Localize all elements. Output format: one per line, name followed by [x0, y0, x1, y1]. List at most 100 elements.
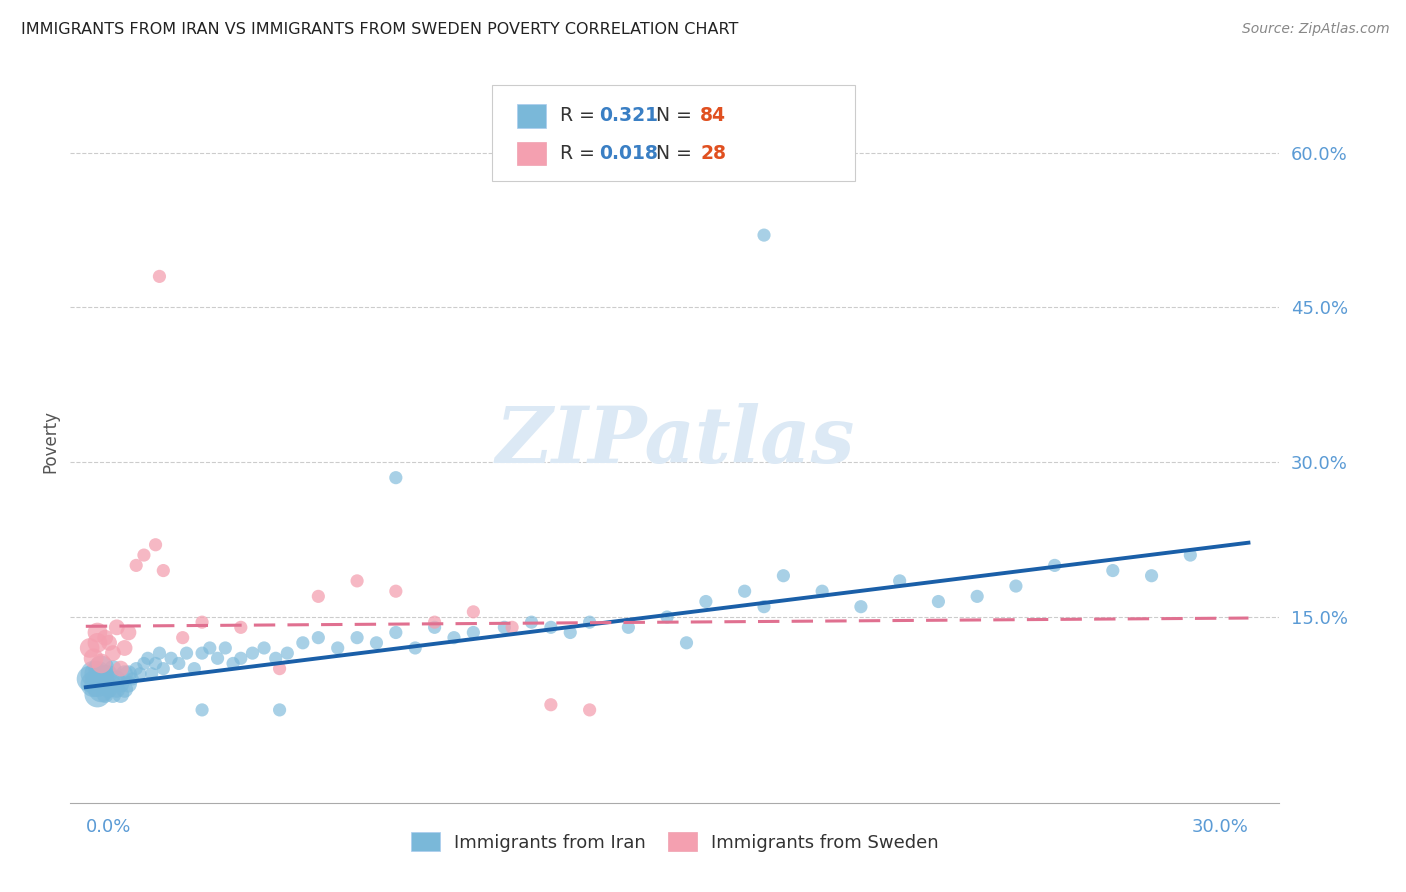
- Point: [117, 666, 139, 681]
- Point: [423, 620, 446, 634]
- Point: [94, 666, 117, 681]
- Point: [1140, 568, 1163, 582]
- Point: [90, 682, 112, 697]
- Text: IMMIGRANTS FROM IRAN VS IMMIGRANTS FROM SWEDEN POVERTY CORRELATION CHART: IMMIGRANTS FROM IRAN VS IMMIGRANTS FROM …: [21, 22, 738, 37]
- Point: [560, 625, 582, 640]
- Point: [463, 605, 485, 619]
- Point: [1005, 579, 1028, 593]
- Point: [86, 625, 108, 640]
- Point: [695, 594, 717, 608]
- Point: [734, 584, 756, 599]
- Point: [675, 636, 697, 650]
- Point: [145, 538, 167, 552]
- Point: [501, 620, 523, 634]
- Point: [152, 564, 174, 578]
- Point: [540, 620, 562, 634]
- Point: [423, 615, 446, 630]
- Point: [207, 651, 229, 665]
- Point: [264, 651, 287, 665]
- Point: [463, 625, 485, 640]
- Point: [191, 615, 214, 630]
- Point: [132, 657, 155, 671]
- Point: [269, 703, 291, 717]
- Point: [1180, 548, 1202, 562]
- Point: [94, 677, 117, 691]
- Point: [121, 672, 143, 686]
- Point: [86, 666, 108, 681]
- Point: [132, 548, 155, 562]
- Point: [114, 682, 136, 697]
- Point: [326, 640, 349, 655]
- Point: [110, 662, 132, 676]
- Point: [105, 672, 128, 686]
- Point: [404, 640, 426, 655]
- Point: [772, 568, 794, 582]
- Point: [655, 610, 678, 624]
- Text: Source: ZipAtlas.com: Source: ZipAtlas.com: [1241, 22, 1389, 37]
- Point: [79, 672, 101, 686]
- Y-axis label: Poverty: Poverty: [41, 410, 59, 473]
- Point: [214, 640, 236, 655]
- Point: [136, 651, 159, 665]
- Text: R =: R =: [560, 144, 600, 163]
- Point: [385, 471, 408, 485]
- Point: [114, 640, 136, 655]
- Point: [86, 687, 108, 701]
- Text: 84: 84: [700, 106, 725, 126]
- Point: [98, 666, 121, 681]
- Point: [927, 594, 949, 608]
- Point: [269, 662, 291, 676]
- Point: [222, 657, 245, 671]
- Text: 0.321: 0.321: [599, 106, 658, 126]
- Point: [443, 631, 465, 645]
- Point: [117, 625, 139, 640]
- Point: [889, 574, 911, 588]
- Point: [229, 651, 252, 665]
- Point: [145, 657, 167, 671]
- Point: [849, 599, 872, 614]
- Text: N =: N =: [644, 144, 697, 163]
- Point: [141, 666, 163, 681]
- Point: [167, 657, 190, 671]
- Text: 0.0%: 0.0%: [86, 818, 131, 837]
- Point: [752, 228, 775, 243]
- Point: [83, 677, 105, 691]
- Point: [385, 584, 408, 599]
- Point: [105, 620, 128, 634]
- Point: [83, 666, 105, 681]
- Point: [160, 651, 183, 665]
- Point: [90, 672, 112, 686]
- Point: [125, 558, 148, 573]
- Point: [98, 636, 121, 650]
- Point: [176, 646, 198, 660]
- Point: [148, 646, 170, 660]
- Point: [129, 666, 152, 681]
- Point: [520, 615, 543, 630]
- Point: [79, 640, 101, 655]
- Point: [307, 631, 329, 645]
- Point: [578, 703, 600, 717]
- Text: 30.0%: 30.0%: [1191, 818, 1249, 837]
- Point: [183, 662, 205, 676]
- Point: [346, 574, 368, 588]
- Legend: Immigrants from Iran, Immigrants from Sweden: Immigrants from Iran, Immigrants from Sw…: [404, 824, 946, 859]
- Point: [86, 636, 108, 650]
- Point: [385, 625, 408, 640]
- Point: [242, 646, 264, 660]
- Point: [101, 662, 124, 676]
- Text: ZIPatlas: ZIPatlas: [495, 403, 855, 480]
- Point: [253, 640, 276, 655]
- Point: [98, 682, 121, 697]
- Point: [86, 677, 108, 691]
- Point: [94, 687, 117, 701]
- Point: [811, 584, 834, 599]
- Point: [90, 657, 112, 671]
- Point: [752, 599, 775, 614]
- Point: [966, 590, 988, 604]
- Point: [1101, 564, 1123, 578]
- Point: [346, 631, 368, 645]
- Point: [578, 615, 600, 630]
- Point: [191, 703, 214, 717]
- Point: [494, 620, 516, 634]
- Point: [172, 631, 194, 645]
